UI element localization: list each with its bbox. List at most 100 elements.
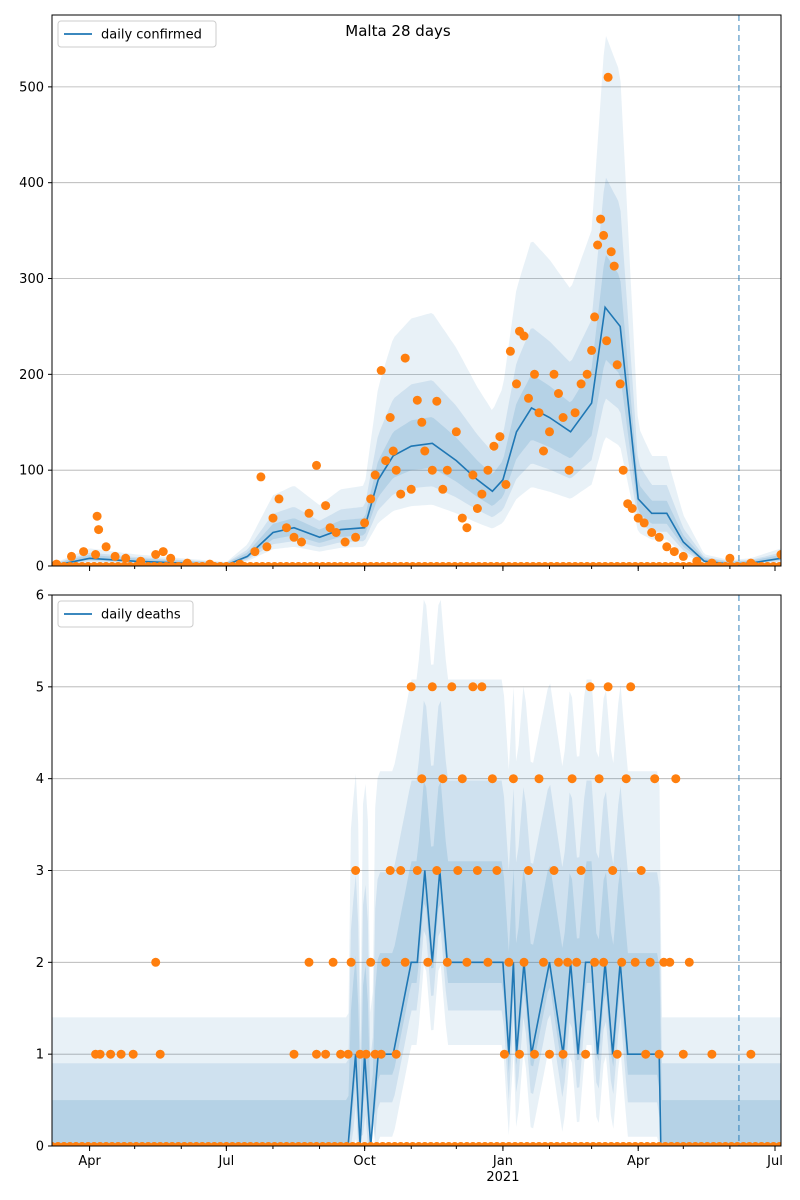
data-point [621, 774, 631, 784]
data-point [417, 417, 427, 427]
data-point [438, 1142, 447, 1146]
data-point [306, 562, 315, 566]
data-point [168, 1142, 177, 1146]
data-point [366, 1142, 375, 1146]
data-point [519, 957, 529, 967]
data-point [684, 957, 694, 967]
data-point [378, 562, 387, 566]
data-point [477, 682, 487, 692]
data-point [162, 562, 171, 566]
data-point [342, 562, 351, 566]
y-tick-label: 500 [19, 80, 44, 95]
data-point [612, 1049, 622, 1059]
data-point [486, 562, 495, 566]
data-point [697, 562, 706, 566]
data-point [511, 562, 519, 566]
data-point [121, 553, 131, 563]
data-point [312, 460, 321, 470]
data-point [667, 1142, 676, 1146]
y-tick-label: 1 [36, 1048, 44, 1063]
data-point [601, 1142, 610, 1146]
y-tick-label: 3 [36, 864, 44, 879]
data-point [472, 866, 482, 875]
data-point [120, 562, 129, 566]
data-point [504, 1142, 513, 1146]
data-point [535, 562, 543, 566]
data-point [408, 562, 417, 566]
data-point [703, 562, 712, 566]
data-point [151, 957, 161, 967]
data-point [654, 532, 664, 542]
data-point [517, 1142, 525, 1146]
data-point [627, 504, 637, 513]
data-point [645, 957, 655, 967]
legend-box [57, 600, 194, 628]
data-point [746, 1049, 756, 1059]
data-point [54, 562, 62, 566]
data-point [412, 395, 422, 405]
data-point [757, 1142, 766, 1146]
data-point [354, 562, 363, 566]
data-point [132, 562, 141, 566]
data-point [539, 957, 548, 967]
data-point [450, 562, 459, 566]
data-point [468, 1142, 477, 1146]
data-point [282, 1142, 291, 1146]
data-point [150, 1142, 159, 1146]
series-line [52, 305, 781, 566]
data-point [276, 562, 285, 566]
data-point [590, 312, 600, 322]
data-point [79, 547, 89, 557]
data-point [679, 1142, 688, 1146]
data-point [709, 562, 718, 566]
data-point [294, 1142, 303, 1146]
data-point [567, 774, 577, 784]
legend: daily deaths [57, 600, 194, 628]
data-point [655, 1142, 664, 1146]
data-point [186, 1142, 195, 1146]
data-point [721, 562, 730, 566]
data-point [613, 1142, 622, 1146]
data-point [662, 542, 672, 552]
data-point [108, 562, 117, 566]
data-point [268, 513, 278, 523]
data-point [216, 562, 225, 566]
data-point [649, 562, 658, 566]
data-point [432, 866, 442, 875]
data-point [378, 1142, 387, 1146]
data-point [576, 866, 586, 875]
data-point [665, 957, 675, 967]
data-point [745, 1142, 754, 1146]
data-point [535, 1142, 543, 1146]
data-point [495, 432, 505, 442]
data-point [204, 562, 213, 566]
data-point [288, 1142, 297, 1146]
data-point [210, 562, 219, 566]
data-point [414, 1142, 423, 1146]
data-point [565, 562, 574, 566]
data-point [390, 562, 399, 566]
y-tick-label: 2 [36, 956, 44, 971]
data-point [685, 1142, 694, 1146]
data-point [90, 1142, 99, 1146]
data-point [180, 562, 189, 566]
data-point [679, 562, 688, 566]
data-point [174, 562, 183, 566]
data-point [553, 1142, 561, 1146]
data-point [264, 1142, 273, 1146]
x-tick-label: Jul [218, 1154, 235, 1169]
data-point [144, 1142, 153, 1146]
data-point [376, 1049, 386, 1059]
data-point [462, 1142, 471, 1146]
data-point [228, 562, 237, 566]
data-point [166, 553, 176, 563]
data-point [156, 562, 165, 566]
data-point [715, 562, 724, 566]
data-point [599, 230, 609, 240]
data-point [589, 562, 598, 566]
data-point [483, 465, 493, 475]
data-point [150, 562, 159, 566]
data-point [343, 1049, 353, 1059]
x-tick-label: Apr [78, 1154, 101, 1169]
